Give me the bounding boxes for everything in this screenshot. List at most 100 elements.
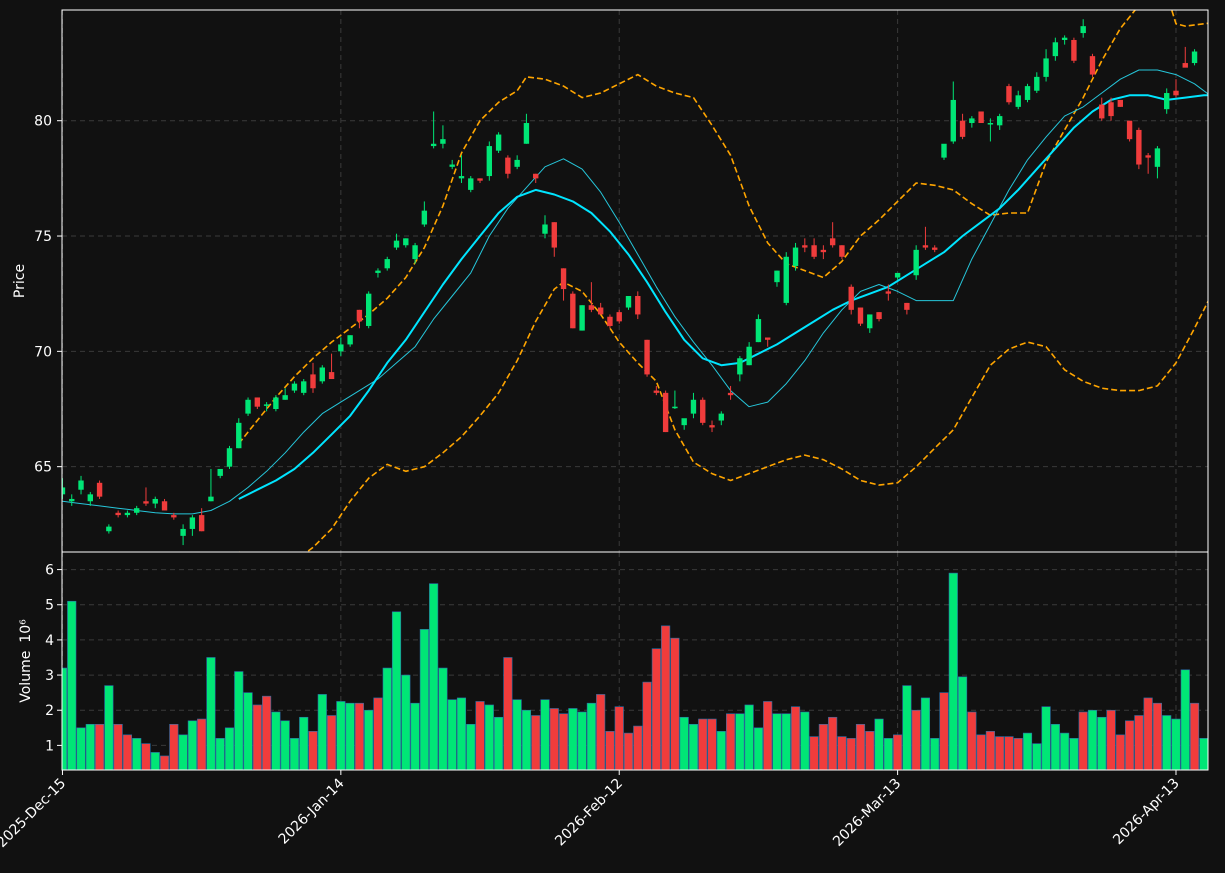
candle	[208, 468, 214, 502]
candle	[356, 309, 363, 329]
candle	[718, 411, 724, 426]
candle	[273, 395, 279, 412]
candle	[1182, 46, 1188, 68]
candle	[375, 268, 381, 278]
candle	[365, 291, 372, 329]
candle-body	[365, 293, 372, 326]
volume-bar	[1152, 702, 1162, 770]
volume-bar	[122, 734, 132, 770]
volume-bars	[62, 572, 1208, 770]
candle-body	[189, 517, 196, 529]
volume-bar	[1180, 669, 1190, 770]
volume-bar	[178, 734, 188, 770]
candle-body	[1024, 86, 1031, 100]
candle	[421, 201, 428, 227]
candle	[226, 445, 233, 469]
candle-body	[161, 501, 168, 511]
candle	[78, 475, 84, 495]
candle	[867, 314, 873, 333]
volume-bar	[169, 723, 179, 770]
candle-body	[737, 358, 743, 375]
candle-body	[356, 309, 363, 322]
candle-body	[1015, 95, 1021, 107]
candle-body	[87, 494, 93, 502]
candle	[1024, 83, 1031, 103]
volume-bar	[1013, 738, 1023, 770]
candle	[857, 307, 864, 326]
candle-body	[625, 295, 632, 308]
volume-bar	[1115, 734, 1125, 770]
candle	[440, 125, 446, 149]
volume-bar	[299, 716, 309, 770]
candle-body	[78, 480, 84, 490]
candle	[700, 397, 706, 426]
candle-body	[690, 399, 697, 414]
candle-body	[403, 238, 409, 246]
candle	[1145, 152, 1151, 174]
candle-body	[310, 374, 316, 389]
candle-body	[106, 526, 112, 532]
candle-body	[273, 397, 279, 410]
candle	[236, 418, 242, 449]
volume-bar	[345, 702, 355, 770]
candle-body	[876, 312, 882, 320]
candle-body	[347, 335, 353, 345]
candle-body	[505, 157, 511, 174]
volume-bar	[716, 731, 726, 770]
volume-bar	[549, 708, 559, 770]
volume-bar	[326, 715, 337, 770]
candle-body	[950, 99, 956, 142]
price-tick-label: 65	[34, 460, 52, 476]
volume-bar	[605, 731, 615, 770]
candle	[505, 155, 511, 179]
candle-body	[319, 367, 325, 382]
volume-bar	[438, 667, 448, 770]
volume-bar	[1134, 715, 1144, 770]
candle-body	[236, 422, 242, 449]
candle-body	[375, 270, 381, 273]
candle	[885, 284, 892, 301]
volume-bar	[475, 701, 485, 770]
candle	[319, 365, 325, 384]
volume-bar	[1060, 732, 1070, 770]
volume-bar	[280, 720, 290, 770]
candle	[996, 113, 1003, 130]
volume-bar	[586, 702, 596, 770]
candle-body	[1052, 42, 1059, 57]
candle-body	[301, 381, 307, 393]
candle-body	[217, 468, 223, 476]
volume-bar	[642, 681, 652, 770]
candle-body	[829, 238, 836, 246]
candle	[783, 252, 789, 306]
candle-body	[681, 418, 687, 426]
volume-bar	[846, 738, 856, 770]
candle	[820, 245, 827, 260]
candle-body	[134, 508, 140, 513]
candle-body	[746, 346, 752, 366]
candle	[449, 159, 455, 170]
candle	[1061, 35, 1068, 45]
candle-body	[263, 404, 270, 406]
candle	[560, 268, 567, 301]
candle-body	[254, 397, 261, 407]
candle-body	[69, 498, 75, 502]
candle-body	[978, 111, 984, 124]
sma-slow-line	[238, 94, 1208, 500]
candle	[792, 242, 799, 271]
candle	[737, 355, 743, 382]
candle-body	[1182, 63, 1188, 68]
candle	[1089, 53, 1096, 77]
candle-body	[941, 143, 947, 158]
volume-bar	[790, 706, 801, 770]
candle	[495, 132, 502, 153]
volume-bar	[503, 657, 513, 770]
volume-bar	[651, 648, 661, 770]
candle-body	[709, 425, 715, 428]
candle-body	[62, 487, 66, 495]
volume-bar	[67, 600, 77, 770]
candle-body	[1164, 93, 1170, 110]
candle-body	[440, 139, 446, 144]
volume-bar	[197, 718, 207, 770]
candle-body	[1034, 76, 1040, 91]
price-y-ticks: 65 70 75 80	[34, 114, 62, 476]
